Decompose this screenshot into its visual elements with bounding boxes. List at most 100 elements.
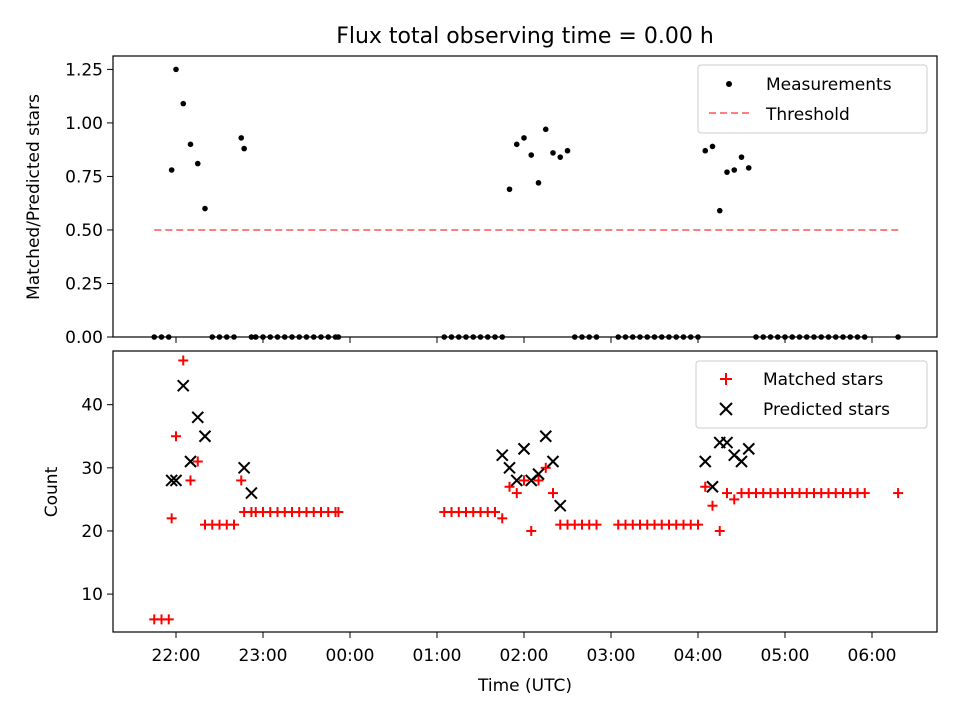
matched-point: [714, 525, 725, 536]
measurement-point: [499, 334, 506, 340]
top-y-axis: 0.00 0.25 0.50 0.75 1.00 1.25: [65, 60, 113, 348]
matched-point: [533, 475, 544, 486]
measurement-point: [564, 147, 571, 154]
measurement-point: [753, 334, 759, 340]
measurement-point: [248, 334, 255, 340]
predicted-point: [191, 411, 204, 424]
measurement-point: [738, 154, 745, 160]
x-tick-label: 06:00: [848, 646, 897, 666]
matched-point: [236, 475, 247, 486]
y-tick-label: 0.25: [65, 274, 103, 294]
matched-point: [229, 519, 239, 530]
measurement-point: [173, 66, 179, 73]
measurement-point: [789, 334, 796, 340]
measurement-point: [335, 334, 342, 340]
y-tick-label: 30: [81, 459, 103, 479]
predicted-point: [735, 455, 748, 468]
top-legend: Measurements Threshold: [697, 64, 928, 134]
predicted-point: [169, 474, 183, 487]
matched-point: [185, 475, 196, 486]
top-panel: Flux total observing time = 0.00 h 0.000…: [24, 24, 938, 348]
measurement-point: [310, 334, 317, 340]
measurement-point: [209, 334, 216, 340]
measurement-point: [673, 334, 680, 340]
matched-point: [540, 462, 551, 473]
top-y-axis-label: Matched/Predicted stars: [24, 94, 44, 300]
matched-point: [859, 488, 870, 499]
measurement-point: [216, 334, 223, 340]
x-tick-label: 05:00: [761, 646, 810, 666]
measurement-point: [470, 334, 477, 340]
x-tick-label: 02:00: [500, 646, 549, 666]
matched-point: [707, 500, 718, 511]
measurement-point: [151, 334, 158, 340]
bottom-y-axis-label: Count: [42, 466, 62, 517]
x-tick-label: 01:00: [413, 646, 462, 666]
y-tick-label: 20: [81, 522, 103, 542]
measurement-point: [281, 334, 288, 340]
measurement-point: [745, 165, 752, 171]
predicted-point: [237, 461, 251, 475]
top-x-axis: [175, 337, 873, 343]
measurement-point: [622, 334, 629, 340]
measurement-point: [579, 334, 585, 340]
x-tick-label: 04:00: [674, 646, 723, 666]
measurement-point: [267, 334, 274, 340]
measurement-point: [895, 334, 901, 340]
measurement-point: [513, 141, 520, 148]
measurement-point: [825, 334, 832, 340]
x-axis-label: Time (UTC): [477, 676, 572, 696]
measurement-point: [484, 334, 491, 340]
matched-point: [526, 525, 537, 536]
matched-point: [548, 488, 558, 499]
measurement-point: [702, 147, 709, 154]
matched-point: [490, 507, 500, 518]
measurement-point: [231, 334, 237, 340]
matched-point: [722, 488, 732, 499]
measurement-point: [847, 334, 854, 340]
matched-point: [178, 355, 189, 366]
x-tick-label: 03:00: [587, 646, 636, 666]
measurement-point: [223, 334, 230, 340]
measurement-point: [274, 334, 281, 340]
measurement-point: [774, 334, 781, 340]
matched-point: [333, 507, 344, 518]
predicted-point: [184, 455, 197, 468]
measurement-point: [586, 334, 593, 340]
measurement-point: [492, 334, 498, 340]
x-tick-label: 22:00: [152, 646, 201, 666]
matched-point: [693, 519, 703, 530]
matched-point: [166, 513, 177, 524]
predicted-point: [532, 467, 545, 481]
predicted-point: [706, 480, 719, 493]
predicted-point: [699, 455, 712, 468]
measurement-point: [542, 126, 549, 133]
top-plot-frame: [112, 55, 938, 338]
x-tick-label: 00:00: [326, 646, 375, 666]
matched-point: [893, 488, 904, 499]
measurement-point: [818, 334, 825, 340]
measurement-point: [840, 334, 846, 340]
measurement-point: [289, 334, 295, 340]
predicted-point: [554, 499, 567, 512]
bottom-panel: 10 20 30 40 22:00 23:00 00:00 01:00 02:00 03:00 0…: [42, 350, 938, 696]
measurement-point: [252, 334, 259, 340]
measurement-point: [803, 334, 810, 340]
measurement-point: [506, 186, 513, 193]
legend-matched-marker: [720, 373, 732, 385]
measurement-point: [202, 205, 208, 212]
predicted-point: [539, 430, 552, 443]
bottom-y-axis: 10 20 30 40: [81, 396, 113, 605]
measurement-point: [550, 150, 556, 156]
matched-point: [591, 519, 602, 530]
measurement-point: [477, 334, 484, 340]
y-tick-label: 10: [81, 585, 103, 605]
measurement-point: [629, 334, 636, 340]
measurement-point: [716, 207, 723, 214]
matched-point: [700, 481, 711, 492]
legend-threshold-label: Threshold: [765, 105, 850, 125]
measurement-point: [680, 334, 687, 340]
measurement-point: [709, 143, 716, 150]
predicted-point: [165, 474, 178, 487]
